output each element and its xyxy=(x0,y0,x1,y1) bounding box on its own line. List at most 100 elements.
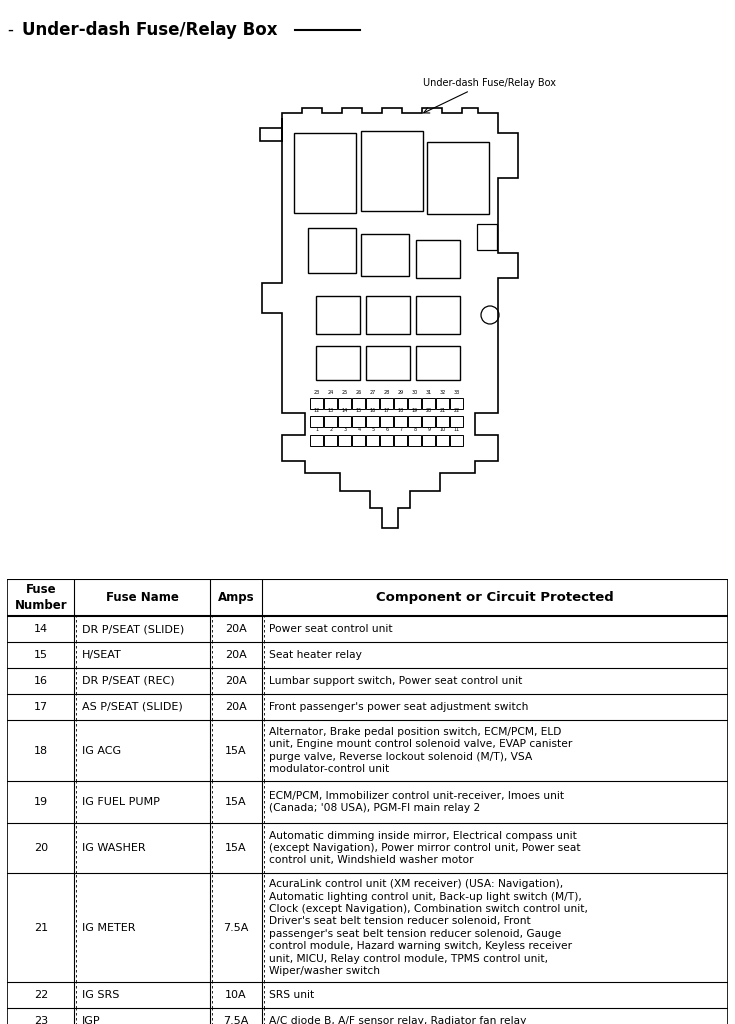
Bar xyxy=(423,435,436,445)
Bar xyxy=(361,233,409,275)
Text: Automatic dimming inside mirror, Electrical compass unit
(except Navigation), Po: Automatic dimming inside mirror, Electri… xyxy=(269,830,581,865)
Text: DR P/SEAT (REC): DR P/SEAT (REC) xyxy=(82,676,175,686)
Text: 15: 15 xyxy=(34,650,48,660)
Text: 21: 21 xyxy=(34,923,48,933)
Text: IG WASHER: IG WASHER xyxy=(82,843,146,853)
Bar xyxy=(437,397,450,409)
Text: 30: 30 xyxy=(412,389,418,394)
Text: Fuse
Number: Fuse Number xyxy=(15,583,67,612)
Text: 14: 14 xyxy=(34,625,48,634)
Bar xyxy=(451,435,464,445)
Bar xyxy=(437,416,450,427)
Bar xyxy=(395,397,407,409)
Polygon shape xyxy=(260,108,518,528)
Text: 17: 17 xyxy=(34,701,48,712)
Text: IG FUEL PUMP: IG FUEL PUMP xyxy=(82,798,160,807)
Text: Under-dash Fuse/Relay Box: Under-dash Fuse/Relay Box xyxy=(423,78,556,88)
Text: AcuraLink control unit (XM receiver) (USA: Navigation),
Automatic lighting contr: AcuraLink control unit (XM receiver) (US… xyxy=(269,880,588,976)
Text: 18: 18 xyxy=(34,745,48,756)
Bar xyxy=(367,435,379,445)
Bar xyxy=(294,133,356,213)
Text: 20A: 20A xyxy=(225,625,247,634)
Text: 10: 10 xyxy=(440,427,446,432)
Bar xyxy=(416,240,460,278)
Bar xyxy=(477,224,497,250)
Text: 2: 2 xyxy=(329,427,332,432)
Bar xyxy=(361,131,423,211)
Text: Front passenger's power seat adjustment switch: Front passenger's power seat adjustment … xyxy=(269,701,528,712)
Bar xyxy=(423,416,436,427)
Bar xyxy=(381,416,393,427)
Text: 20: 20 xyxy=(34,843,48,853)
Text: Under-dash Fuse/Relay Box: Under-dash Fuse/Relay Box xyxy=(22,20,278,39)
Text: Seat heater relay: Seat heater relay xyxy=(269,650,362,660)
Bar xyxy=(339,435,351,445)
Bar xyxy=(353,397,365,409)
Bar xyxy=(423,397,436,409)
Text: Alternator, Brake pedal position switch, ECM/PCM, ELD
unit, Engine mount control: Alternator, Brake pedal position switch,… xyxy=(269,727,573,774)
Text: 16: 16 xyxy=(370,408,376,413)
Bar xyxy=(316,346,360,380)
Bar xyxy=(310,416,323,427)
Text: 31: 31 xyxy=(426,389,432,394)
Text: 7: 7 xyxy=(399,427,403,432)
Text: 9: 9 xyxy=(428,427,431,432)
Text: A/C diode B, A/F sensor relay, Radiator fan relay: A/C diode B, A/F sensor relay, Radiator … xyxy=(269,1016,526,1024)
Bar xyxy=(367,416,379,427)
Bar xyxy=(366,346,410,380)
Bar xyxy=(451,416,464,427)
Bar xyxy=(324,416,337,427)
Text: Power seat control unit: Power seat control unit xyxy=(269,625,392,634)
Text: 15A: 15A xyxy=(225,745,246,756)
Text: AS P/SEAT (SLIDE): AS P/SEAT (SLIDE) xyxy=(82,701,183,712)
Text: 12: 12 xyxy=(314,408,320,413)
Text: 20A: 20A xyxy=(225,701,247,712)
Bar xyxy=(316,296,360,334)
Text: H/SEAT: H/SEAT xyxy=(82,650,122,660)
Bar xyxy=(353,435,365,445)
Bar xyxy=(381,435,393,445)
Bar xyxy=(308,228,356,273)
Text: -: - xyxy=(8,20,19,39)
Bar xyxy=(427,141,489,214)
Text: Fuse Name: Fuse Name xyxy=(106,591,179,604)
Text: 7.5A: 7.5A xyxy=(223,1016,248,1024)
Text: 1: 1 xyxy=(315,427,318,432)
Text: 29: 29 xyxy=(398,389,404,394)
Text: DR P/SEAT (SLIDE): DR P/SEAT (SLIDE) xyxy=(82,625,184,634)
Text: 20A: 20A xyxy=(225,676,247,686)
Text: 21: 21 xyxy=(440,408,446,413)
Text: 28: 28 xyxy=(384,389,390,394)
Text: 4: 4 xyxy=(357,427,361,432)
Bar xyxy=(339,397,351,409)
Text: 22: 22 xyxy=(454,408,460,413)
Text: 27: 27 xyxy=(370,389,376,394)
Bar xyxy=(353,416,365,427)
Bar xyxy=(310,397,323,409)
Text: 3: 3 xyxy=(343,427,347,432)
Text: SRS unit: SRS unit xyxy=(269,990,314,1000)
Bar xyxy=(409,416,421,427)
Text: 23: 23 xyxy=(314,389,320,394)
Bar xyxy=(324,397,337,409)
Text: Lumbar support switch, Power seat control unit: Lumbar support switch, Power seat contro… xyxy=(269,676,522,686)
Text: 6: 6 xyxy=(385,427,389,432)
Bar xyxy=(409,397,421,409)
Text: 10A: 10A xyxy=(225,990,246,1000)
Bar xyxy=(416,296,460,334)
Bar xyxy=(324,435,337,445)
Bar xyxy=(437,435,450,445)
Text: 15A: 15A xyxy=(225,843,246,853)
Text: 7.5A: 7.5A xyxy=(223,923,248,933)
Text: IG ACG: IG ACG xyxy=(82,745,121,756)
Bar xyxy=(367,397,379,409)
Text: 5: 5 xyxy=(371,427,375,432)
Text: 26: 26 xyxy=(356,389,362,394)
Text: 22: 22 xyxy=(34,990,48,1000)
Text: Amps: Amps xyxy=(218,591,254,604)
Bar xyxy=(366,296,410,334)
Text: 20A: 20A xyxy=(225,650,247,660)
Text: 24: 24 xyxy=(328,389,334,394)
Text: 19: 19 xyxy=(34,798,48,807)
Text: 16: 16 xyxy=(34,676,48,686)
